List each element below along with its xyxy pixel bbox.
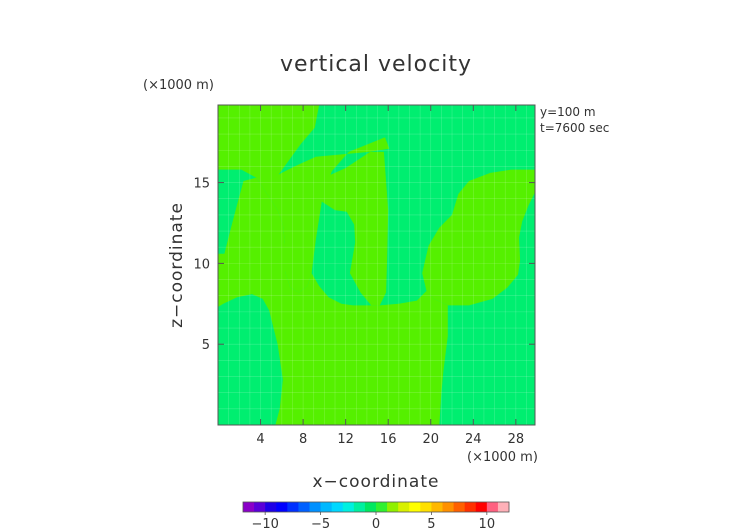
grid-lines: [218, 105, 535, 425]
colorbar-cell: [254, 502, 266, 512]
colorbar-cell: [287, 502, 299, 512]
colorbar-cell: [342, 502, 355, 512]
plot-frame: [217, 104, 536, 426]
x-tick-label: 8: [299, 432, 307, 447]
plot-area: 4 8 12 16 20 24 28 5 10 15: [193, 104, 536, 447]
annotation-time: t=7600 sec: [540, 121, 609, 135]
colorbar-cell: [298, 502, 310, 512]
y-tick-label: 10: [193, 257, 210, 272]
colorbar-ticks: −10 −5 0 5 10: [251, 512, 495, 532]
y-tick-label: 5: [202, 338, 210, 353]
colorbar-tick-label: 0: [372, 517, 380, 532]
colorbar-tick-label: 5: [427, 517, 435, 532]
y-unit-label: (×1000 m): [143, 78, 214, 93]
colorbar-tick-label: −10: [251, 517, 278, 532]
contour-regions: [218, 105, 535, 425]
x-tick-label: 24: [465, 432, 482, 447]
x-tick-label: 20: [422, 432, 439, 447]
colorbar-cell: [243, 502, 255, 512]
contour-region-3: [218, 177, 448, 425]
colorbar-cell: [409, 502, 421, 512]
colorbar-tick-label: 10: [479, 517, 496, 532]
colorbar-cell: [331, 502, 344, 512]
x-axis-label: x−coordinate: [313, 472, 440, 492]
annotation-y-level: y=100 m: [540, 105, 596, 119]
x-tick-label: 12: [337, 432, 354, 447]
colorbar-cell: [364, 502, 377, 512]
contour-region-0: [218, 105, 390, 293]
x-tick-label: 4: [256, 432, 264, 447]
colorbar-cell: [398, 502, 410, 512]
x-tick-label: 16: [380, 432, 397, 447]
colorbar-cell: [376, 502, 388, 512]
colorbar: −10 −5 0 5 10: [242, 501, 510, 532]
axis-ticks: 4 8 12 16 20 24 28 5 10 15: [193, 105, 535, 447]
colorbar-cell: [442, 502, 454, 512]
colorbar-cell: [320, 502, 333, 512]
y-axis-label: z−coordinate: [167, 202, 187, 328]
colorbar-cell: [475, 502, 488, 512]
y-tick-label: 15: [193, 177, 210, 192]
colorbar-cell: [353, 502, 366, 512]
chart-title: vertical velocity: [280, 52, 472, 77]
colorbar-cell: [453, 502, 466, 512]
colorbar-cell: [497, 502, 510, 512]
colorbar-cells: [243, 502, 510, 512]
contour-region-1: [314, 151, 389, 306]
contour-region-2: [422, 169, 535, 306]
colorbar-cell: [276, 502, 288, 512]
colorbar-tick-label: −5: [311, 517, 330, 532]
colorbar-cell: [486, 502, 499, 512]
colorbar-cell: [265, 502, 277, 512]
x-unit-label: (×1000 m): [467, 450, 538, 465]
x-tick-label: 28: [508, 432, 525, 447]
colorbar-cell: [420, 502, 432, 512]
colorbar-cell: [309, 502, 321, 512]
colorbar-cell: [464, 502, 477, 512]
colorbar-cell: [387, 502, 399, 512]
colorbar-cell: [431, 502, 443, 512]
